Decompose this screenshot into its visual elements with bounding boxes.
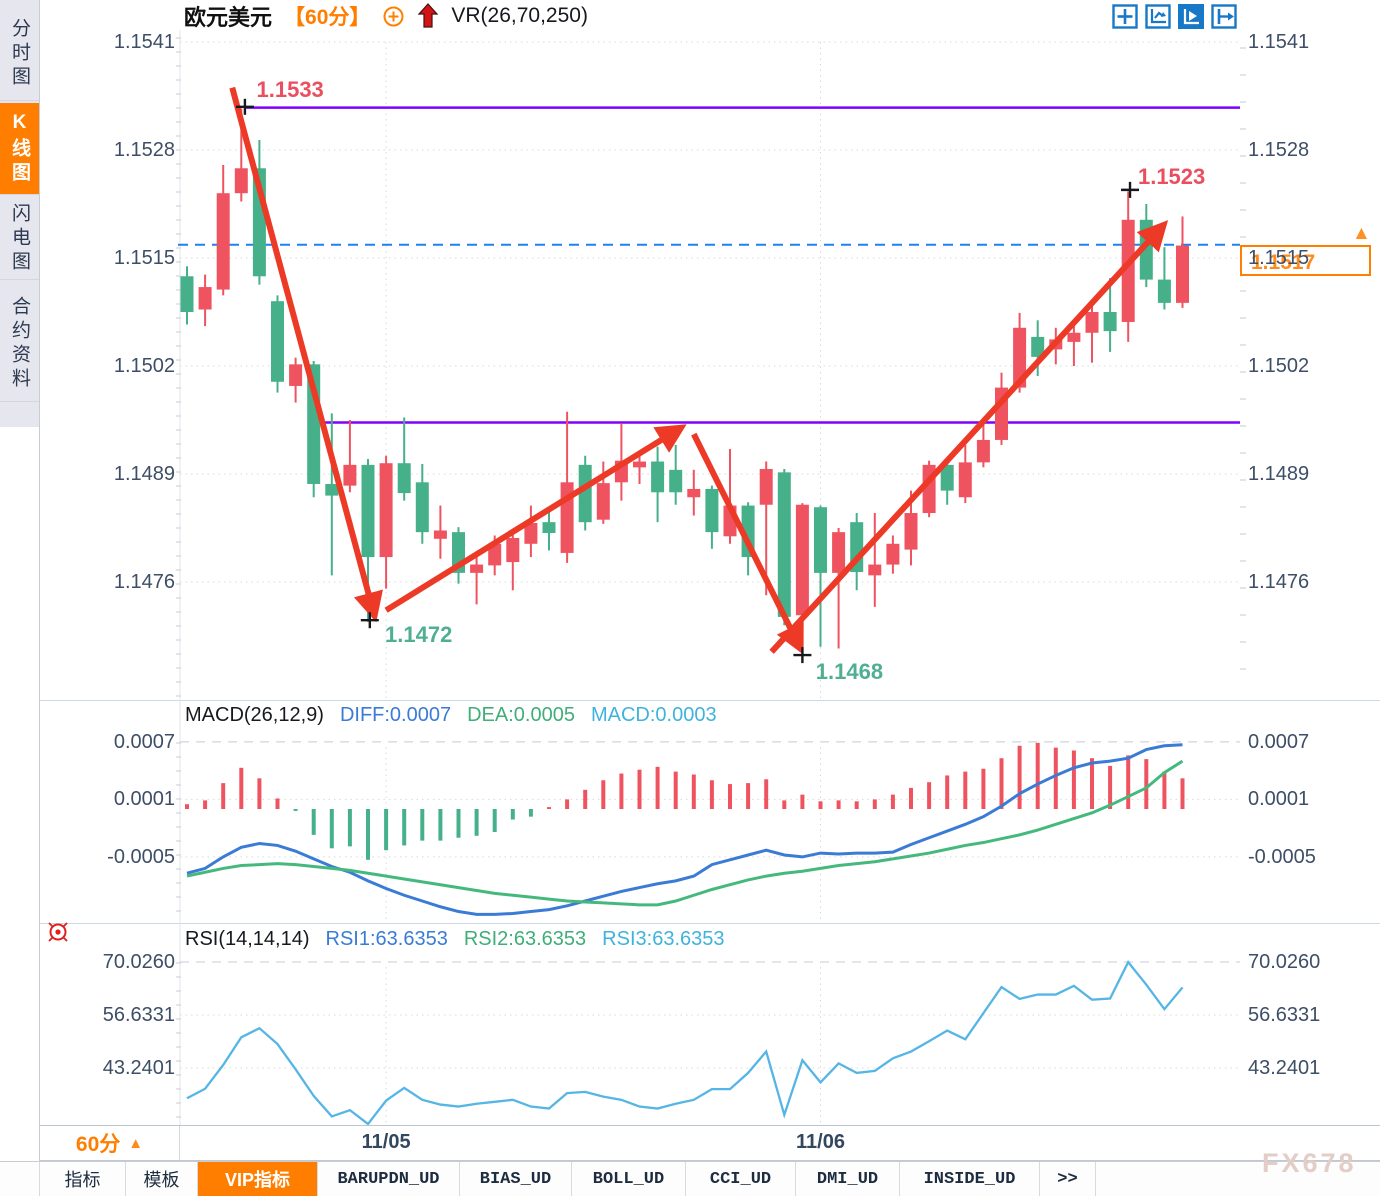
rsi2-value: RSI2:63.6353 bbox=[463, 928, 587, 950]
y-axis-label: 1.1528 bbox=[113, 139, 175, 161]
axis-play-icon[interactable] bbox=[1178, 4, 1204, 29]
period-label[interactable]: 【60分】 bbox=[284, 6, 371, 29]
watermark: FX678 bbox=[1262, 1148, 1357, 1178]
tab-bar-corner-cell bbox=[0, 1162, 40, 1196]
rsi-line bbox=[186, 959, 1184, 1126]
y-axis-label: 1.1541 bbox=[113, 31, 175, 53]
y-axis-label: 0.0001 bbox=[113, 788, 175, 811]
timeframe-label: 60分 bbox=[75, 1133, 121, 1156]
current-price-box: 1.1517 bbox=[1240, 245, 1371, 276]
timeframe-dropdown-icon: ▲ bbox=[128, 1134, 144, 1152]
sidebar-tab-2[interactable]: K线图 bbox=[0, 103, 39, 195]
macd-title: MACD(26,12,9) bbox=[185, 704, 324, 726]
y-axis-label: 1.1541 bbox=[1248, 31, 1310, 53]
rsi1-value: RSI1:63.6353 bbox=[325, 928, 448, 950]
macd-dea-value: DEA:0.0005 bbox=[467, 704, 575, 726]
up-arrow-icon[interactable] bbox=[417, 3, 439, 29]
trend-arrow bbox=[691, 432, 804, 655]
bottom-tab-bollud[interactable]: BOLL_UD bbox=[572, 1162, 686, 1196]
y-axis-label: 56.6331 bbox=[1248, 1004, 1321, 1026]
bottom-tab-vip[interactable]: VIP指标 bbox=[198, 1162, 318, 1196]
y-axis-label: 43.2401 bbox=[102, 1057, 175, 1079]
sidebar-tab-1[interactable]: 分时图 bbox=[0, 8, 39, 101]
sidebar-tab-3[interactable]: 闪电图 bbox=[0, 199, 39, 280]
bottom-tab-cciud[interactable]: CCI_UD bbox=[686, 1162, 796, 1196]
y-axis-label: 1.1502 bbox=[113, 355, 175, 377]
time-axis-strip bbox=[40, 1125, 1380, 1161]
chart-header: 欧元美元 【60分】 VR(26,70,250) bbox=[184, 1, 588, 31]
y-axis-label: 1.1476 bbox=[113, 571, 175, 593]
rsi3-value: RSI3:63.6353 bbox=[602, 928, 725, 950]
y-axis-label: 1.1476 bbox=[1248, 571, 1310, 593]
y-axis-label: -0.0005 bbox=[1248, 845, 1316, 868]
y-axis-label: 0.0007 bbox=[1248, 730, 1310, 753]
y-axis-label: 70.0260 bbox=[1248, 951, 1321, 973]
bottom-tab-insideud[interactable]: INSIDE_UD bbox=[900, 1162, 1040, 1196]
swing-low-label: 1.1468 bbox=[815, 658, 884, 684]
candlestick-series bbox=[180, 108, 1189, 656]
rsi-header: RSI(14,14,14) RSI1:63.6353 RSI2:63.6353 … bbox=[185, 928, 725, 951]
circle-plus-icon[interactable] bbox=[382, 5, 405, 28]
macd-diff-value: DIFF:0.0007 bbox=[339, 704, 452, 726]
live-target-icon[interactable] bbox=[44, 918, 72, 946]
y-axis-label: 0.0007 bbox=[113, 730, 175, 753]
sidebar-tab-4[interactable]: 合约资料 bbox=[0, 286, 39, 402]
swing-high-label: 1.1523 bbox=[1137, 163, 1206, 189]
bottom-tab-dmiud[interactable]: DMI_UD bbox=[796, 1162, 900, 1196]
y-axis-label: 1.1489 bbox=[113, 463, 175, 485]
symbol-name: 欧元美元 bbox=[184, 5, 273, 30]
macd-header: MACD(26,12,9) DIFF:0.0007 DEA:0.0005 MAC… bbox=[185, 704, 717, 727]
indicator-tab-bar: 指标 模板 VIP指标 BARUPDN_UD BIAS_UD BOLL_UD CCI_UD D… bbox=[0, 1161, 1380, 1196]
crosshair-icon[interactable] bbox=[1112, 4, 1138, 29]
swing-high-label: 1.1533 bbox=[256, 77, 324, 103]
bottom-tab-[interactable]: 模板 bbox=[126, 1162, 198, 1196]
sidebar-background bbox=[0, 0, 39, 427]
price-pointer-icon: ▲ bbox=[1352, 223, 1371, 244]
y-axis-label: 1.1502 bbox=[1248, 355, 1310, 377]
pan-right-icon[interactable] bbox=[1211, 4, 1237, 29]
y-axis-label: 1.1489 bbox=[1248, 463, 1310, 485]
trend-arrow bbox=[769, 220, 1169, 654]
sidebar: 分时图 K线图闪电图合约资料 bbox=[0, 0, 40, 1196]
bottom-tab-biasud[interactable]: BIAS_UD bbox=[460, 1162, 572, 1196]
bottom-tab-[interactable]: 指标 bbox=[40, 1162, 126, 1196]
y-axis-label: 56.6331 bbox=[102, 1004, 175, 1026]
bottom-tab-barupdnud[interactable]: BARUPDN_UD bbox=[318, 1162, 460, 1196]
trend-arrow bbox=[229, 86, 383, 623]
y-axis-label: 0.0001 bbox=[1248, 788, 1310, 811]
rsi-title: RSI(14,14,14) bbox=[185, 928, 310, 950]
chart-toolbar bbox=[1112, 4, 1237, 29]
macd-series bbox=[185, 742, 1185, 916]
date-label: 11/06 bbox=[796, 1131, 845, 1153]
macd-macd-value: MACD:0.0003 bbox=[590, 704, 717, 726]
timeframe-selector[interactable]: 60分 ▲ bbox=[40, 1126, 180, 1160]
vr-indicator-label: VR(26,70,250) bbox=[451, 4, 588, 27]
y-axis-label: 1.1515 bbox=[113, 247, 175, 269]
y-axis-label: 70.0260 bbox=[102, 951, 175, 973]
date-label: 11/05 bbox=[361, 1131, 411, 1153]
axis-zoom-icon[interactable] bbox=[1145, 4, 1171, 29]
swing-low-label: 1.1472 bbox=[385, 622, 453, 648]
y-axis-label: 1.1515 bbox=[1248, 247, 1310, 269]
y-axis-label: -0.0005 bbox=[107, 845, 175, 868]
trend-arrow bbox=[384, 424, 687, 613]
bottom-tab-[interactable]: >> bbox=[1040, 1162, 1096, 1196]
y-axis-label: 1.1528 bbox=[1248, 139, 1310, 161]
y-axis-label: 43.2401 bbox=[1248, 1057, 1321, 1079]
